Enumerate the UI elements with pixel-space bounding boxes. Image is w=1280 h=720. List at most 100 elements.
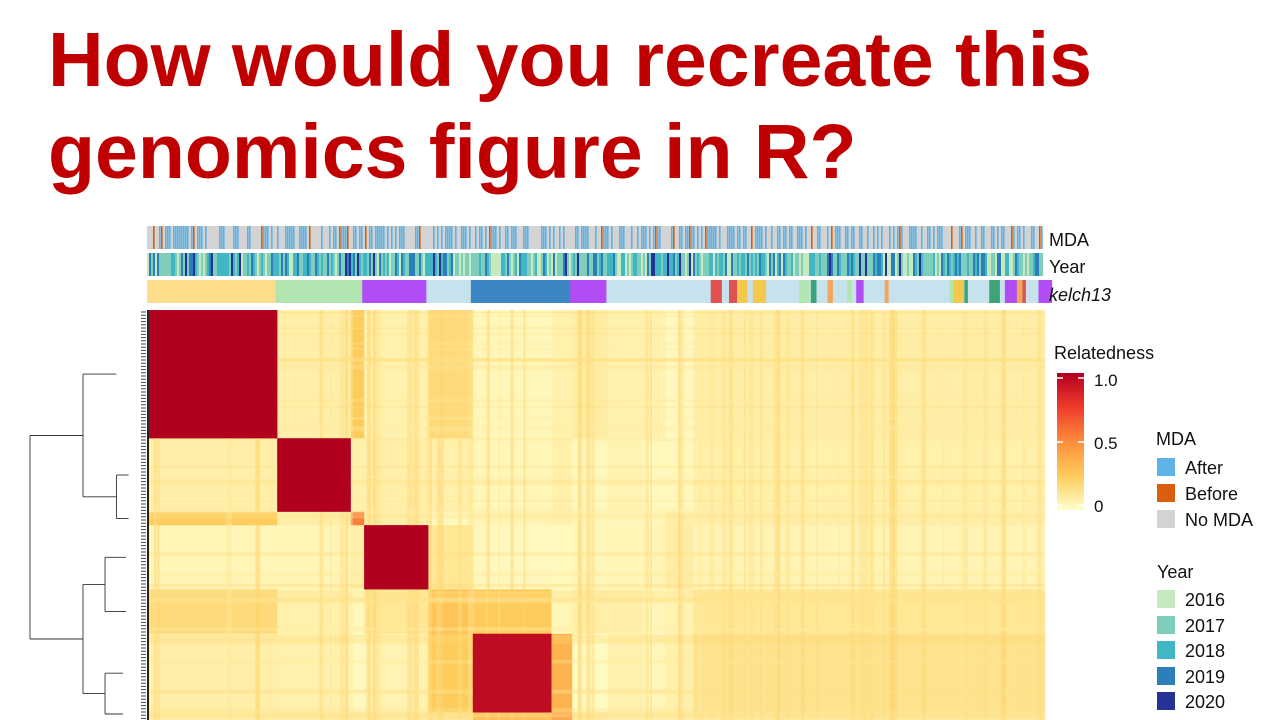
- year-track-cell: [695, 253, 698, 276]
- mda-track-cell: [277, 226, 279, 249]
- heatmap-left-edge: [147, 310, 149, 720]
- mda-track-cell: [491, 226, 493, 249]
- mda-track-cell: [729, 226, 731, 249]
- year-track-cell: [999, 253, 1002, 276]
- year-track-cell: [797, 253, 800, 276]
- year-track-cell: [583, 253, 586, 276]
- heatmap-stripe: [149, 315, 1045, 318]
- year-track-cell: [819, 253, 822, 276]
- kelch13-track-segment: [710, 280, 722, 303]
- mda-track-cell: [271, 226, 273, 249]
- year-track-cell: [155, 253, 158, 276]
- year-track-cell: [367, 253, 370, 276]
- mda-track-cell: [637, 226, 639, 249]
- mda-track-cell: [937, 226, 939, 249]
- year-track-cell: [633, 253, 636, 276]
- year-track-cell: [939, 253, 942, 276]
- year-track-cell: [687, 253, 690, 276]
- mda-track-cell: [975, 226, 977, 249]
- year-track-cell: [473, 253, 476, 276]
- kelch13-track-segment: [799, 280, 809, 303]
- mda-track-cell: [689, 226, 691, 249]
- year-track-cell: [403, 253, 406, 276]
- mda-track-cell: [819, 226, 821, 249]
- year-track-cell: [497, 253, 500, 276]
- heatmap-block: [608, 712, 644, 720]
- kelch13-track-segment: [549, 280, 571, 303]
- mda-track-cell: [733, 226, 735, 249]
- heatmap-block: [665, 633, 694, 713]
- mda-annotation-track: [147, 226, 1043, 249]
- heatmap-stripe: [645, 310, 649, 720]
- year-track-cell: [805, 253, 808, 276]
- heatmap-block: [572, 438, 609, 513]
- year-track-cell: [291, 253, 294, 276]
- year-track-cell: [1037, 253, 1040, 276]
- year-track-cell: [393, 253, 396, 276]
- kelch13-track-segment: [752, 280, 767, 303]
- year-track-cell: [775, 253, 778, 276]
- year-track-cell: [359, 253, 362, 276]
- heatmap-block: [428, 712, 474, 720]
- heatmap-block: [472, 589, 552, 635]
- mda-track-cell: [1033, 226, 1035, 249]
- heatmap-block: [350, 525, 365, 590]
- year-track-cell: [655, 253, 658, 276]
- year-track-cell: [339, 253, 342, 276]
- year-track-cell: [689, 253, 692, 276]
- year-track-cell: [733, 253, 736, 276]
- year-track-cell: [793, 253, 796, 276]
- heatmap-block: [472, 511, 552, 526]
- mda-track-cell: [713, 226, 715, 249]
- heatmap-block: [643, 712, 666, 720]
- mda-track-cell: [359, 226, 361, 249]
- year-track-cell: [383, 253, 386, 276]
- year-track-cell: [257, 253, 260, 276]
- heatmap-stripe: [722, 310, 727, 720]
- year-track-cell: [551, 253, 554, 276]
- year-track-cell: [561, 253, 564, 276]
- year-track-cell: [1001, 253, 1004, 276]
- year-track-cell: [745, 253, 748, 276]
- mda-track-cell: [291, 226, 293, 249]
- heatmap-block: [643, 511, 666, 526]
- year-track-cell: [569, 253, 572, 276]
- year-track-cell: [353, 253, 356, 276]
- heatmap-stripe: [728, 310, 734, 720]
- mda-track-cell: [481, 226, 483, 249]
- year-track-cell: [427, 253, 430, 276]
- heatmap-stripe: [149, 552, 1045, 556]
- year-track-cell: [275, 253, 278, 276]
- year-track-cell: [279, 253, 282, 276]
- year-track-cell: [297, 253, 300, 276]
- year-track-cell: [567, 253, 570, 276]
- mda-track-cell: [607, 226, 609, 249]
- title-line-1: How would you recreate this: [48, 17, 1092, 103]
- mda-track-cell: [1013, 226, 1015, 249]
- year-track-cell: [575, 253, 578, 276]
- kelch13-track-segment: [470, 280, 550, 303]
- year-track-cell: [381, 253, 384, 276]
- year-track-cell: [329, 253, 332, 276]
- year-track-cell: [323, 253, 326, 276]
- heatmap-block: [149, 525, 278, 590]
- year-track-cell: [767, 253, 770, 276]
- year-track-cell: [829, 253, 832, 276]
- year-track-cell: [565, 253, 568, 276]
- mda-track-cell: [779, 226, 781, 249]
- year-track-cell: [719, 253, 722, 276]
- year-track-cell: [921, 253, 924, 276]
- mda-track-cell: [321, 226, 323, 249]
- mda-track-cell: [873, 226, 875, 249]
- heatmap-block: [428, 589, 474, 635]
- heatmap-stripe: [149, 465, 1045, 468]
- heatmap-stripe: [870, 310, 875, 720]
- year-track-cell: [817, 253, 820, 276]
- mda-track-cell: [889, 226, 891, 249]
- mda-track-cell: [751, 226, 753, 249]
- heatmap-stripe: [344, 310, 349, 720]
- heatmap-block: [693, 589, 1046, 635]
- year-track-cell: [645, 253, 648, 276]
- year-track-cell: [235, 253, 238, 276]
- year-track-cell: [927, 253, 930, 276]
